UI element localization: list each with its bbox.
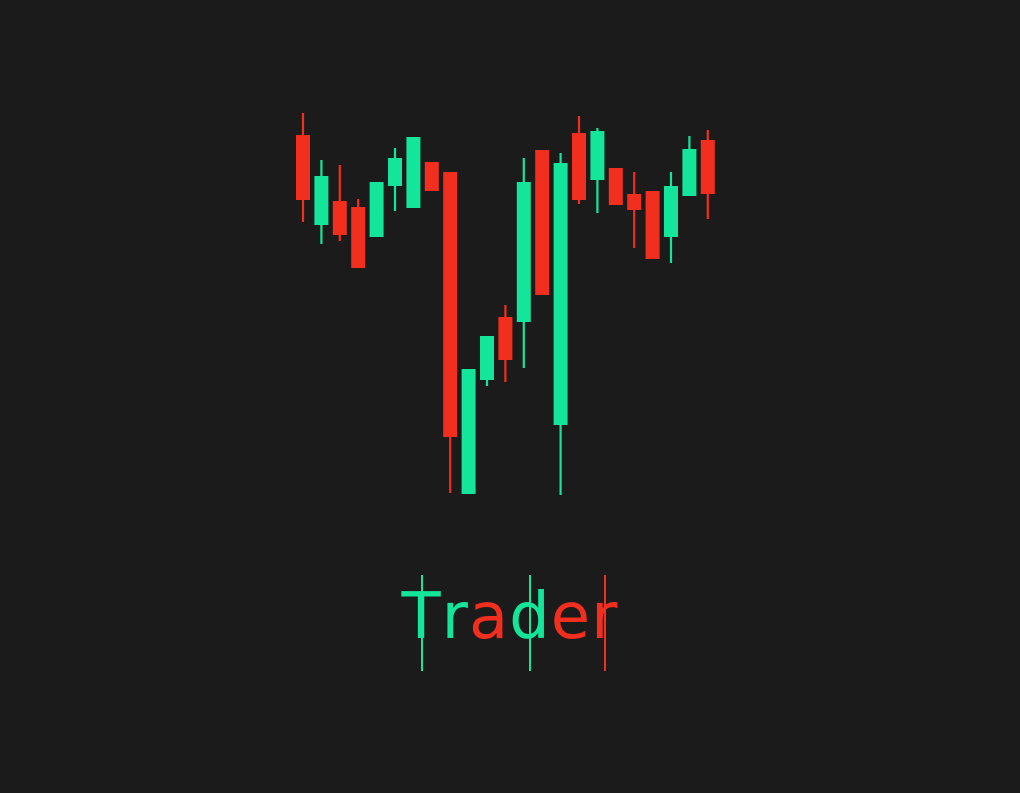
candle-body <box>627 194 642 210</box>
candle-body <box>498 317 513 360</box>
logo-candle-17 <box>590 128 605 213</box>
candle-body <box>314 176 329 225</box>
candle-body <box>590 131 605 180</box>
candle-body <box>608 168 623 205</box>
wordmark-letter-3: a <box>468 580 510 654</box>
candle-body <box>700 140 715 194</box>
candle-body <box>516 182 531 322</box>
candle-body <box>424 162 439 191</box>
logo-candle-6 <box>388 148 402 211</box>
wordmark-candle-tick <box>420 575 423 671</box>
logo-candle-20 <box>645 191 660 259</box>
candle-body <box>296 135 310 200</box>
wordmark-letter-6: r <box>591 575 618 671</box>
wordmark-letter-4: d <box>509 575 551 671</box>
logo-candle-18 <box>608 168 623 205</box>
logo-candle-16 <box>572 116 586 204</box>
candle-body <box>645 191 660 259</box>
logo-candle-23 <box>700 130 715 219</box>
candle-body <box>351 207 366 268</box>
logo-candle-14 <box>535 150 550 295</box>
candle-body <box>480 336 494 380</box>
candle-body <box>388 158 402 186</box>
logo-candle-19 <box>627 172 642 248</box>
logo-candle-12 <box>498 305 513 382</box>
candle-body <box>664 186 678 237</box>
wordmark-letter-2: r <box>441 580 469 654</box>
logo-candle-13 <box>516 158 531 368</box>
logo-candle-7 <box>406 137 421 208</box>
logo-candle-8 <box>424 162 439 191</box>
candle-body <box>682 149 697 196</box>
trader-wordmark: Trader <box>0 575 1020 671</box>
logo-candle-21 <box>664 172 678 263</box>
candle-body <box>443 172 458 437</box>
wordmark-candle-tick <box>528 575 531 671</box>
wordmark-candle-tick <box>603 575 606 671</box>
logo-candle-4 <box>351 199 366 268</box>
logo-candle-9 <box>443 172 458 493</box>
candle-body <box>369 182 384 237</box>
logo-candle-22 <box>682 136 697 196</box>
candle-body <box>461 369 476 494</box>
wordmark-letter-1: T <box>402 575 442 671</box>
logo-candle-3 <box>332 165 347 241</box>
logo-candle-15 <box>553 153 568 495</box>
logo-candle-10 <box>461 369 476 494</box>
candle-body <box>332 201 347 235</box>
logo-candle-11 <box>480 336 494 386</box>
candle-body <box>553 163 568 425</box>
candle-body <box>572 133 586 200</box>
logo-candle-1 <box>296 113 310 222</box>
wordmark-letter-5: e <box>550 580 592 654</box>
candle-body <box>535 150 550 295</box>
logo-candle-5 <box>369 182 384 237</box>
logo-candle-2 <box>314 160 329 244</box>
candle-body <box>406 137 421 208</box>
